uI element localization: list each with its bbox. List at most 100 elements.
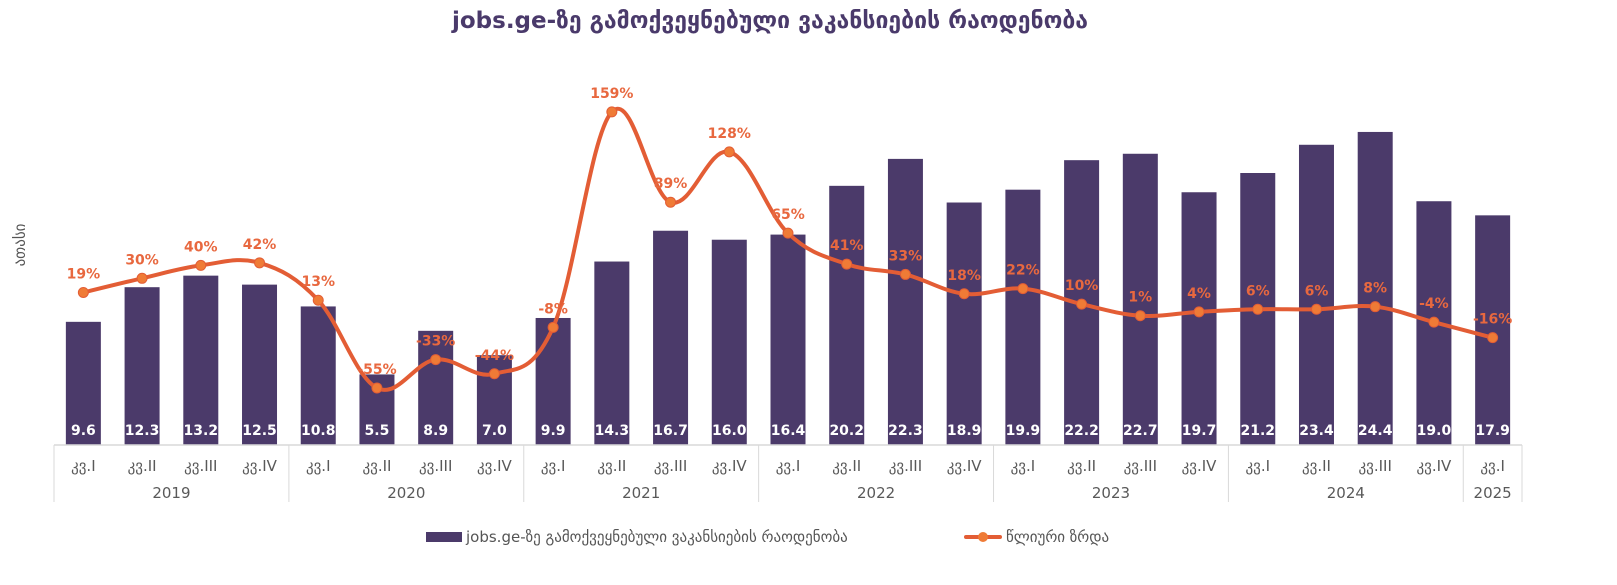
- line-marker: [430, 354, 442, 366]
- year-tick-label: 2024: [1327, 484, 1365, 502]
- bar-value-label: 22.7: [1123, 423, 1158, 439]
- line-value-label: 18%: [947, 268, 981, 284]
- legend-item-bar: jobs.ge-ზე გამოქვეყნებული ვაკანსიების რა…: [426, 528, 848, 546]
- quarter-tick-label: კვ.I: [71, 457, 96, 475]
- line-value-label: 33%: [889, 248, 923, 264]
- quarter-tick-label: კვ.III: [1359, 457, 1392, 475]
- chart-title: jobs.ge-ზე გამოქვეყნებული ვაკანსიების რა…: [451, 8, 1089, 34]
- line-marker: [1487, 332, 1499, 344]
- line-value-label: -44%: [475, 348, 514, 364]
- line-marker: [488, 368, 500, 380]
- quarter-tick-label: კვ.IV: [712, 457, 748, 475]
- quarter-tick-label: კვ.II: [128, 457, 157, 475]
- legend-line-label: წლიური ზრდა: [1006, 528, 1110, 546]
- bar: [1122, 153, 1158, 445]
- line-value-label: 1%: [1128, 290, 1152, 306]
- bar-value-label: 16.4: [771, 423, 806, 439]
- quarter-tick-label: კვ.I: [1245, 457, 1270, 475]
- quarter-tick-label: კვ.III: [654, 457, 687, 475]
- line-value-label: 8%: [1363, 281, 1387, 297]
- bar-value-label: 24.4: [1358, 423, 1393, 439]
- line-marker: [606, 106, 618, 118]
- bar: [242, 284, 278, 445]
- line-marker: [1134, 310, 1146, 322]
- line-marker: [1252, 303, 1264, 315]
- line-marker: [723, 146, 735, 158]
- quarter-tick-label: კვ.III: [419, 457, 452, 475]
- quarter-tick-label: კვ.II: [1067, 457, 1096, 475]
- quarter-tick-label: კვ.IV: [947, 457, 983, 475]
- bar-value-label: 23.4: [1299, 423, 1334, 439]
- line-value-label: -16%: [1473, 312, 1512, 328]
- line-value-label: -4%: [1419, 296, 1449, 312]
- line-value-label: 4%: [1187, 286, 1211, 302]
- year-tick-label: 2023: [1092, 484, 1130, 502]
- line-marker: [958, 288, 970, 300]
- line-value-label: 6%: [1246, 283, 1270, 299]
- line-value-label: 30%: [125, 252, 159, 268]
- line-value-label: 89%: [654, 176, 688, 192]
- bar-value-label: 19.0: [1417, 423, 1452, 439]
- line-value-label: 65%: [771, 207, 805, 223]
- line-marker: [841, 258, 853, 270]
- line-marker: [547, 321, 559, 333]
- line-value-label: -8%: [538, 301, 568, 317]
- quarter-tick-label: კვ.III: [1124, 457, 1157, 475]
- legend-item-line: წლიური ზრდა: [964, 528, 1109, 546]
- category-axis: 2019 2020 2021 2022 2023 2024 2025 კვ.I კვ.II კვ.…: [53, 444, 1523, 502]
- year-tick-label: 2019: [152, 484, 190, 502]
- quarter-tick-label: კვ.III: [184, 457, 217, 475]
- line-marker: [665, 196, 677, 208]
- bar-value-label: 10.8: [301, 423, 336, 439]
- line-marker: [1310, 303, 1322, 315]
- bar: [65, 321, 101, 445]
- line-series: 19% 30% 40% 42% 13% -55% -33% -44% -8% 159% 89% 128…: [67, 86, 1512, 394]
- bar: [535, 317, 571, 445]
- bar-value-label: 12.3: [125, 423, 160, 439]
- bar-value-label: 19.7: [1182, 423, 1217, 439]
- bar-value-label: 19.9: [1006, 423, 1041, 439]
- year-tick-label: 2020: [387, 484, 425, 502]
- bar: [653, 230, 689, 445]
- bar: [1298, 144, 1334, 445]
- year-tick-label: 2025: [1474, 484, 1512, 502]
- bar: [183, 275, 219, 445]
- line-marker: [1428, 316, 1440, 328]
- legend-bar-swatch: [426, 532, 462, 542]
- quarter-tick-label: კვ.II: [832, 457, 861, 475]
- line-value-label: 6%: [1305, 283, 1329, 299]
- line-value-label: 22%: [1006, 263, 1040, 279]
- bar: [770, 234, 806, 445]
- bar-series: 9.6 12.3 13.2 12.5 10.8 5.5 8.9 7.0 9.9 14.3 16.7 1…: [65, 131, 1511, 446]
- line-marker: [136, 272, 148, 284]
- legend-line-swatch: [964, 531, 1002, 543]
- bar-value-label: 18.9: [947, 423, 982, 439]
- line-marker: [77, 286, 89, 298]
- line-value-label: -33%: [416, 334, 455, 350]
- line-marker: [1369, 301, 1381, 313]
- bar-value-label: 9.9: [541, 423, 566, 439]
- bar: [418, 330, 454, 445]
- bar-value-label: 12.5: [242, 423, 277, 439]
- line-value-label: 159%: [590, 86, 633, 102]
- legend-bar-label: jobs.ge-ზე გამოქვეყნებული ვაკანსიების რა…: [466, 528, 848, 546]
- line-marker: [1193, 306, 1205, 318]
- quarter-tick-label: კვ.I: [776, 457, 801, 475]
- line-marker: [899, 268, 911, 280]
- line-value-label: 41%: [830, 238, 864, 254]
- line-marker: [1017, 283, 1029, 295]
- line-marker: [254, 257, 266, 269]
- bar: [594, 261, 630, 445]
- bar-value-label: 9.6: [71, 423, 96, 439]
- bar: [711, 239, 747, 445]
- line-marker: [1076, 298, 1088, 310]
- line-value-label: 10%: [1065, 278, 1099, 294]
- bar: [887, 158, 923, 446]
- bar: [1475, 215, 1511, 445]
- year-tick-label: 2022: [857, 484, 895, 502]
- bar: [829, 185, 865, 446]
- line-marker: [371, 382, 383, 394]
- bar-value-label: 8.9: [423, 423, 448, 439]
- quarter-tick-label: კვ.IV: [1417, 457, 1453, 475]
